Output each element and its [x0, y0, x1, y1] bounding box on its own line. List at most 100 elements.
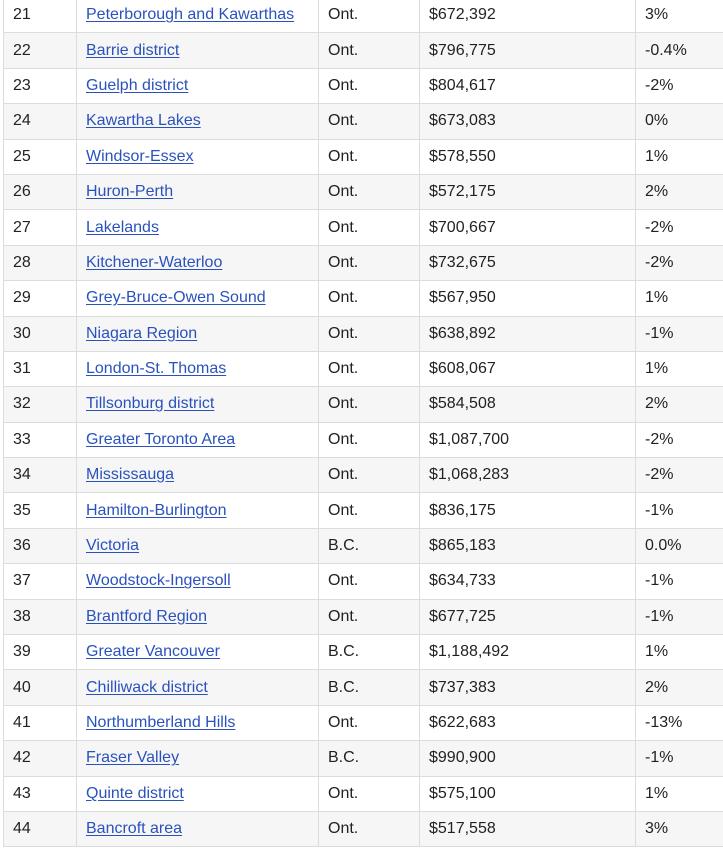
table-row: 40 Chilliwack district B.C. $737,383 2% [3, 669, 723, 706]
region-link[interactable]: Victoria [86, 537, 140, 555]
region-link[interactable]: Lakelands [86, 218, 159, 236]
change-cell: -0.4% [635, 32, 723, 69]
price-cell: $575,100 [419, 775, 636, 812]
change-cell: 3% [635, 0, 723, 34]
region-link[interactable]: Kitchener-Waterloo [86, 253, 223, 271]
rank-cell: 32 [3, 386, 77, 423]
table-row: 28 Kitchener-Waterloo Ont. $732,675 -2% [3, 244, 723, 282]
region-link[interactable]: Greater Toronto Area [86, 430, 236, 448]
table-row: 25 Windsor-Essex Ont. $578,550 1% [3, 138, 723, 175]
change-cell: -2% [635, 421, 723, 459]
region-cell: Greater Toronto Area [76, 421, 319, 459]
rank-cell: 37 [3, 563, 77, 600]
rank-cell: 40 [3, 669, 77, 706]
table-row: 21 Peterborough and Kawarthas Ont. $672,392… [3, 0, 723, 34]
price-cell: $677,725 [419, 598, 636, 636]
table-row: 43 Quinte district Ont. $575,100 1% [3, 775, 723, 812]
region-link[interactable]: Grey-Bruce-Owen Sound [86, 289, 266, 307]
change-cell: 1% [635, 138, 723, 175]
price-cell: $634,733 [419, 563, 636, 600]
region-link[interactable]: Hamilton-Burlington [86, 501, 227, 519]
region-cell: London-St. Thomas [76, 350, 319, 388]
province-cell: Ont. [318, 563, 420, 600]
region-cell: Mississauga [76, 457, 319, 494]
province-cell: Ont. [318, 492, 420, 529]
rank-cell: 21 [3, 0, 77, 34]
region-cell: Northumberland Hills [76, 704, 319, 742]
province-cell: Ont. [318, 103, 420, 140]
change-cell: -1% [635, 492, 723, 529]
change-cell: 0% [635, 103, 723, 140]
price-cell: $578,550 [419, 138, 636, 175]
price-cell: $700,667 [419, 209, 636, 246]
region-link[interactable]: Northumberland Hills [86, 714, 236, 731]
region-cell: Windsor-Essex [76, 138, 319, 175]
region-link[interactable]: Huron-Perth [86, 183, 174, 201]
region-link[interactable]: Guelph district [86, 76, 189, 94]
table-row: 41 Northumberland Hills Ont. $622,683 -13% [3, 704, 723, 742]
change-cell: 2% [635, 173, 723, 211]
province-cell: Ont. [318, 173, 420, 211]
price-cell: $865,183 [419, 527, 636, 565]
price-cell: $732,675 [419, 244, 636, 282]
table-row: 35 Hamilton-Burlington Ont. $836,175 -1% [3, 492, 723, 529]
price-cell: $622,683 [419, 704, 636, 742]
province-cell: Ont. [318, 704, 420, 742]
price-cell: $990,900 [419, 740, 636, 777]
change-cell: -1% [635, 740, 723, 777]
table-row: 32 Tillsonburg district Ont. $584,508 2% [3, 386, 723, 423]
price-cell: $1,068,283 [419, 457, 636, 494]
change-cell: 0.0% [635, 527, 723, 565]
region-cell: Quinte district [76, 775, 319, 812]
rank-cell: 43 [3, 775, 77, 812]
table-row: 30 Niagara Region Ont. $638,892 -1% [3, 315, 723, 352]
region-link[interactable]: Fraser Valley [86, 749, 180, 767]
price-cell: $638,892 [419, 315, 636, 352]
change-cell: 1% [635, 634, 723, 671]
table-body: 21 Peterborough and Kawarthas Ont. $672,392… [3, 0, 723, 848]
change-cell: -2% [635, 209, 723, 246]
table-row: 37 Woodstock-Ingersoll Ont. $634,733 -1% [3, 563, 723, 600]
region-link[interactable]: Mississauga [86, 466, 175, 484]
province-cell: Ont. [318, 386, 420, 423]
province-cell: Ont. [318, 315, 420, 352]
rank-cell: 23 [3, 67, 77, 105]
table-row: 29 Grey-Bruce-Owen Sound Ont. $567,950 1% [3, 280, 723, 317]
table-row: 23 Guelph district Ont. $804,617 -2% [3, 67, 723, 105]
region-link[interactable]: Tillsonburg district [86, 395, 215, 413]
province-cell: Ont. [318, 32, 420, 69]
change-cell: 1% [635, 775, 723, 812]
change-cell: 3% [635, 810, 723, 848]
region-link[interactable]: Niagara Region [86, 324, 198, 342]
region-link[interactable]: Kawartha Lakes [86, 112, 201, 130]
region-cell: Victoria [76, 527, 319, 565]
table-row: 38 Brantford Region Ont. $677,725 -1% [3, 598, 723, 636]
price-cell: $517,558 [419, 810, 636, 848]
rank-cell: 31 [3, 350, 77, 388]
change-cell: -1% [635, 315, 723, 352]
region-link[interactable]: Bancroft area [86, 820, 183, 838]
region-link[interactable]: Barrie district [86, 41, 180, 59]
region-link[interactable]: Woodstock-Ingersoll [86, 572, 231, 590]
price-cell: $608,067 [419, 350, 636, 388]
region-link[interactable]: Greater Vancouver [86, 643, 220, 661]
region-cell: Huron-Perth [76, 173, 319, 211]
rank-cell: 24 [3, 103, 77, 140]
region-link[interactable]: Windsor-Essex [86, 147, 194, 165]
region-link[interactable]: Chilliwack district [86, 678, 208, 696]
region-link[interactable]: Quinte district [86, 784, 184, 802]
change-cell: 1% [635, 350, 723, 388]
rank-cell: 26 [3, 173, 77, 211]
region-link[interactable]: London-St. Thomas [86, 360, 227, 378]
table-row: 24 Kawartha Lakes Ont. $673,083 0% [3, 103, 723, 140]
region-link[interactable]: Peterborough and Kawarthas [86, 6, 295, 24]
change-cell: 1% [635, 280, 723, 317]
price-cell: $804,617 [419, 67, 636, 105]
province-cell: Ont. [318, 457, 420, 494]
table-row: 27 Lakelands Ont. $700,667 -2% [3, 209, 723, 246]
change-cell: -2% [635, 244, 723, 282]
region-cell: Kitchener-Waterloo [76, 244, 319, 282]
province-cell: B.C. [318, 634, 420, 671]
region-cell: Bancroft area [76, 810, 319, 848]
region-link[interactable]: Brantford Region [86, 607, 207, 625]
